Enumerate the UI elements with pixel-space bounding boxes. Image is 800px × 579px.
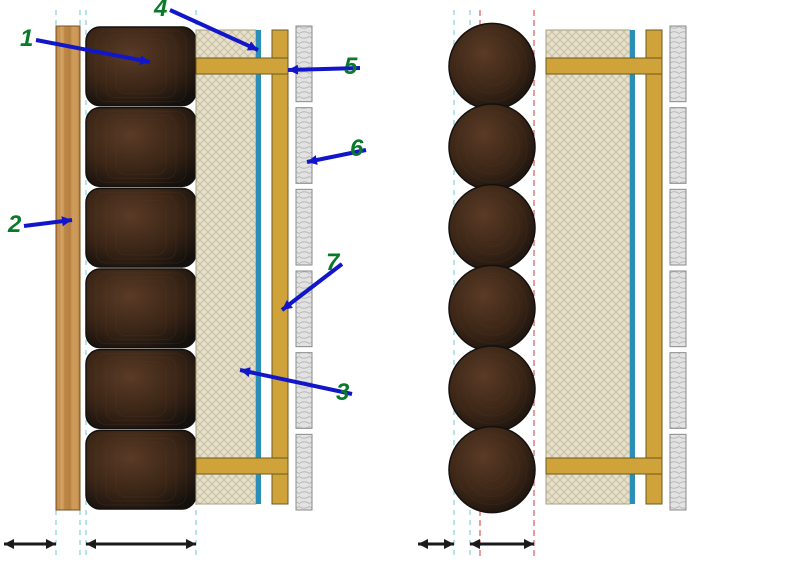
cladding-segment [670,271,686,347]
log [86,188,196,267]
insulation-layer [196,30,256,504]
callout-label-4: 4 [153,0,167,22]
callout-label-5: 5 [344,53,358,80]
cladding-segment [296,108,312,184]
log [449,104,535,190]
log [449,427,535,513]
log [86,430,196,509]
cladding-segment [670,26,686,102]
log [449,346,535,432]
cross-batten [546,458,662,474]
log [86,350,196,429]
cladding-segment [296,26,312,102]
callout-label-7: 7 [326,249,341,276]
cladding-segment [296,189,312,265]
callout-label-3: 3 [336,379,350,406]
log [86,269,196,348]
cross-batten [546,58,662,74]
vertical-batten [272,30,288,504]
log [86,27,196,106]
cladding-segment [296,434,312,510]
outer-plank [56,26,80,510]
callout-label-1: 1 [20,25,33,52]
cladding-segment [296,353,312,429]
callout-label-2: 2 [7,211,22,238]
cladding-segment [670,434,686,510]
cross-batten [196,458,288,474]
log [449,185,535,271]
log [449,265,535,351]
membrane-layer [630,30,635,504]
log [86,108,196,187]
log [449,23,535,109]
cross-batten [196,58,288,74]
callout-label-6: 6 [350,135,364,162]
insulation-layer [546,30,630,504]
diagram-canvas: 1 2 3 4 5 6 7 [0,0,800,579]
vertical-batten [646,30,662,504]
cladding-segment [670,353,686,429]
cladding-segment [670,108,686,184]
membrane-layer [256,30,261,504]
cladding-segment [296,271,312,347]
cladding-segment [670,189,686,265]
